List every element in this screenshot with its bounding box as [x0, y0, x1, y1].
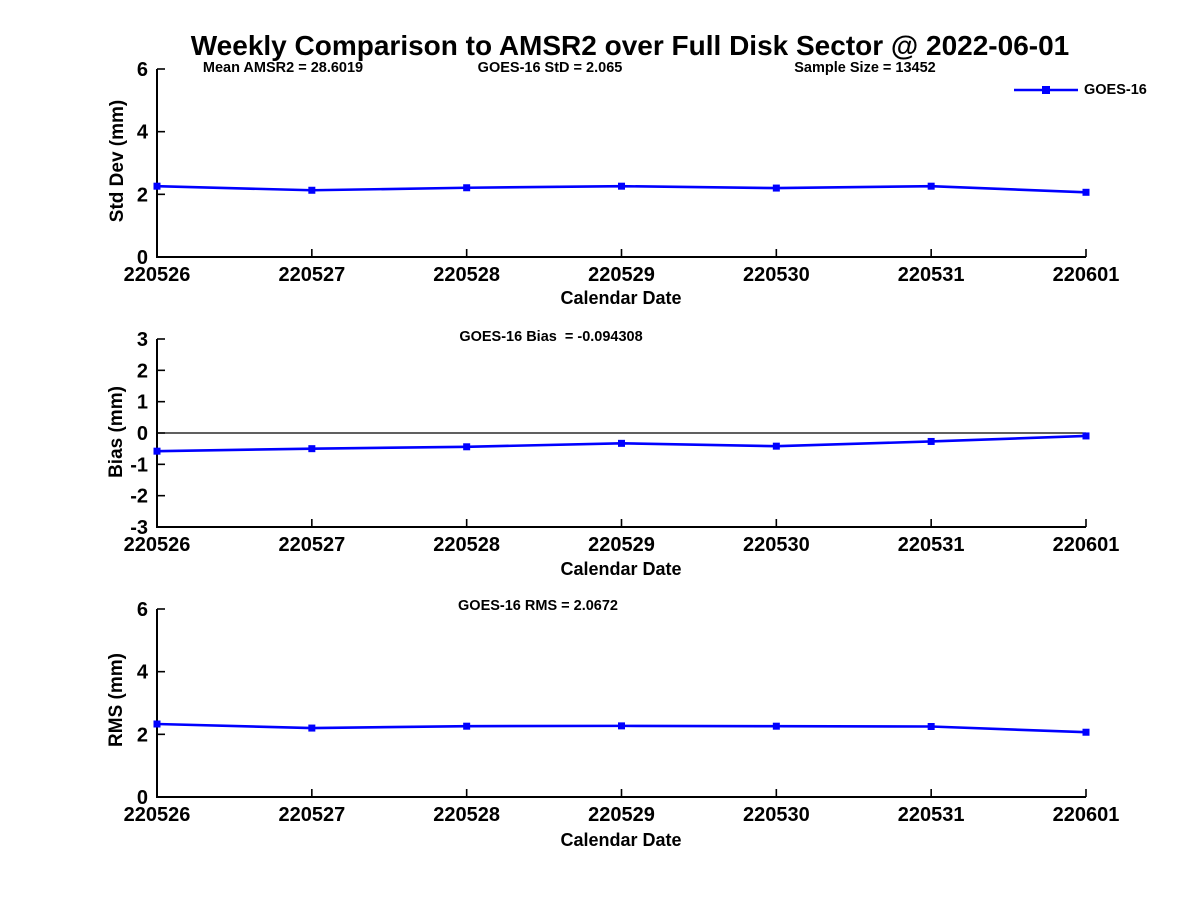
- y-tick-label: 6: [137, 59, 148, 81]
- data-point-marker: [1082, 188, 1090, 196]
- x-axis-label-3: Calendar Date: [560, 830, 682, 850]
- legend: GOES-16: [1014, 82, 1147, 98]
- x-tick-label: 220526: [124, 804, 191, 826]
- y-tick-label: 4: [137, 662, 149, 684]
- annotation-goes16-bias: GOES-16 Bias = -0.094308: [459, 329, 643, 345]
- data-point-marker: [1082, 728, 1090, 736]
- data-point-marker: [1082, 432, 1090, 440]
- data-point-marker: [927, 182, 935, 190]
- data-point-marker: [772, 184, 780, 192]
- x-tick-label: 220527: [278, 804, 345, 826]
- data-point-marker: [463, 443, 471, 451]
- data-point-marker: [308, 724, 316, 732]
- x-tick-label: 220530: [743, 804, 810, 826]
- data-point-marker: [153, 182, 161, 190]
- data-point-marker: [308, 186, 316, 194]
- data-point-marker: [308, 445, 316, 453]
- annotation-mean-amsr2: Mean AMSR2 = 28.6019: [202, 60, 364, 76]
- data-point-marker: [618, 182, 625, 190]
- x-tick-label: 220529: [588, 264, 655, 286]
- data-point-marker: [618, 722, 625, 730]
- y-tick-label: 4: [137, 122, 149, 144]
- y-tick-label: 2: [137, 724, 148, 746]
- x-axis-label-2: Calendar Date: [560, 559, 682, 579]
- y-tick-label: 0: [137, 787, 148, 809]
- x-tick-label: 220528: [433, 264, 500, 286]
- y-axis-label-rms: RMS (mm): [106, 653, 127, 747]
- data-point-marker: [463, 722, 471, 730]
- x-tick-label: 220531: [898, 534, 965, 556]
- x-tick-label: 220531: [898, 264, 965, 286]
- y-tick-label: 1: [137, 392, 148, 414]
- y-tick-label: -3: [130, 517, 148, 539]
- x-tick-label: 220528: [433, 534, 500, 556]
- y-axis-label-stddev: Std Dev (mm): [107, 99, 128, 223]
- x-tick-label: 220531: [898, 804, 965, 826]
- data-point-marker: [153, 720, 161, 728]
- data-point-marker: [772, 442, 780, 450]
- x-axis-label-1: Calendar Date: [560, 288, 682, 308]
- x-tick-label: 220527: [278, 264, 345, 286]
- x-tick-label: 220526: [124, 534, 191, 556]
- data-point-marker: [618, 439, 625, 447]
- y-tick-label: -1: [130, 454, 148, 476]
- x-tick-label: 220529: [588, 804, 655, 826]
- x-tick-label: 220526: [124, 264, 191, 286]
- figure-title: Weekly Comparison to AMSR2 over Full Dis…: [190, 30, 1070, 61]
- x-tick-label: 220527: [278, 534, 345, 556]
- y-tick-label: 3: [137, 329, 148, 351]
- x-tick-label: 220528: [433, 804, 500, 826]
- annotation-goes16-std: GOES-16 StD = 2.065: [477, 60, 623, 76]
- data-point-marker: [463, 184, 471, 192]
- data-point-marker: [153, 447, 161, 455]
- x-tick-label: 220530: [743, 264, 810, 286]
- x-tick-label: 220601: [1053, 804, 1120, 826]
- y-tick-label: 2: [137, 184, 148, 206]
- annotation-goes16-rms: GOES-16 RMS = 2.0672: [458, 598, 618, 614]
- y-tick-label: 2: [137, 360, 148, 382]
- data-point-marker: [927, 723, 935, 730]
- y-axis-label-bias: Bias (mm): [106, 386, 127, 478]
- data-point-marker: [927, 437, 935, 445]
- legend-line-marker-icon: [1014, 86, 1078, 94]
- legend-series-label: GOES-16: [1084, 82, 1147, 98]
- annotation-sample-size: Sample Size = 13452: [794, 60, 936, 76]
- y-tick-label: 0: [137, 247, 148, 269]
- x-tick-label: 220601: [1053, 534, 1120, 556]
- y-tick-label: 0: [137, 423, 148, 445]
- y-tick-label: -2: [130, 486, 148, 508]
- y-tick-label: 6: [137, 599, 148, 621]
- data-point-marker: [772, 722, 780, 730]
- x-tick-label: 220530: [743, 534, 810, 556]
- x-tick-label: 220601: [1053, 264, 1120, 286]
- x-tick-label: 220529: [588, 534, 655, 556]
